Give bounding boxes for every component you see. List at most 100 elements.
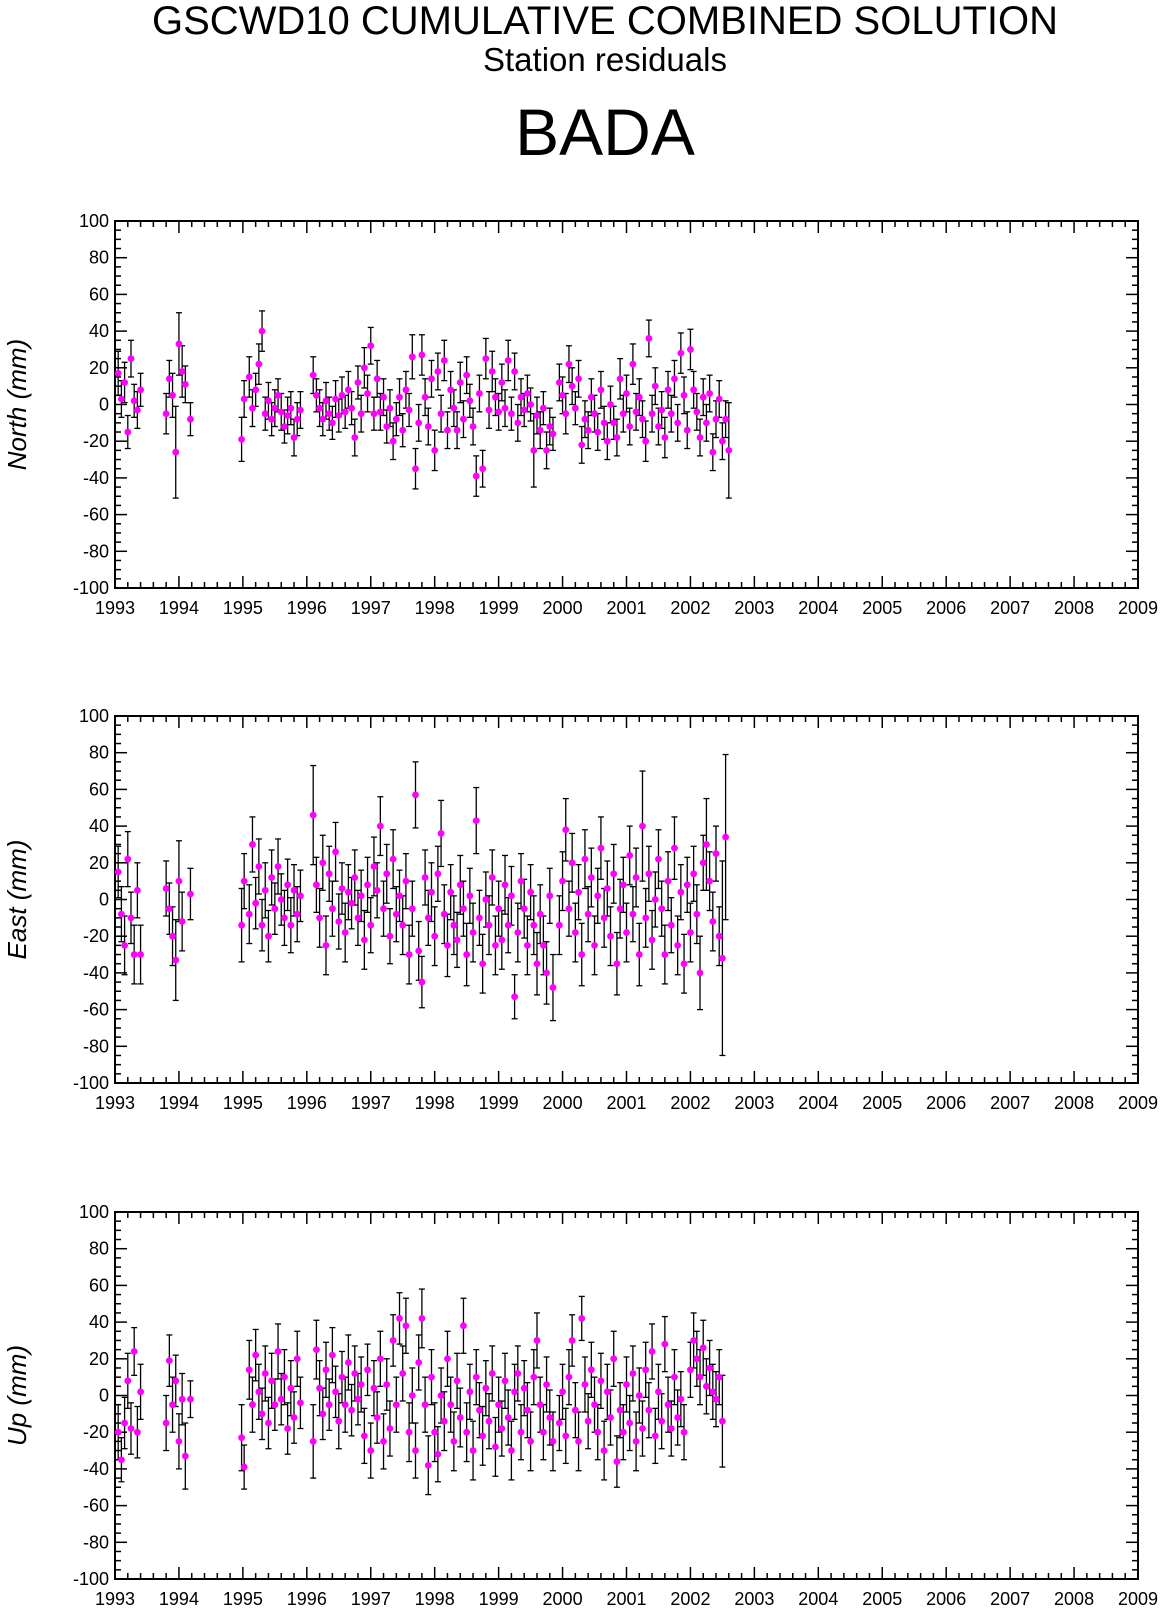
data-point bbox=[249, 1401, 256, 1409]
y-tick-label: -100 bbox=[73, 1569, 109, 1589]
y-tick-label: -20 bbox=[83, 926, 109, 946]
y-tick-label: -40 bbox=[83, 1459, 109, 1479]
data-point bbox=[137, 1388, 144, 1396]
data-point bbox=[712, 415, 720, 423]
data-point bbox=[584, 426, 592, 434]
data-point bbox=[594, 428, 602, 436]
data-point bbox=[639, 415, 646, 423]
x-tick-label: 2009 bbox=[1118, 1093, 1158, 1113]
data-point bbox=[277, 1395, 285, 1403]
data-point bbox=[348, 404, 355, 412]
x-tick-label: 2001 bbox=[606, 1589, 646, 1609]
data-point bbox=[514, 929, 522, 936]
data-point bbox=[482, 896, 490, 903]
data-point bbox=[671, 1373, 678, 1381]
data-point bbox=[338, 885, 346, 892]
data-point bbox=[587, 874, 595, 881]
data-point bbox=[546, 1414, 554, 1421]
x-tick-label: 2009 bbox=[1118, 598, 1158, 618]
data-point bbox=[607, 401, 614, 408]
data-point bbox=[655, 855, 662, 863]
data-point bbox=[238, 921, 245, 929]
data-point bbox=[399, 1370, 407, 1377]
data-point bbox=[514, 419, 522, 427]
data-point bbox=[380, 1437, 387, 1445]
data-point bbox=[284, 881, 292, 889]
y-tick-label: -40 bbox=[83, 468, 109, 488]
data-point bbox=[380, 905, 387, 913]
plot-frame-east bbox=[114, 715, 1139, 1084]
data-point bbox=[555, 921, 563, 929]
data-point bbox=[680, 1428, 688, 1436]
x-tick-label: 2007 bbox=[990, 598, 1030, 618]
data-point bbox=[658, 406, 666, 414]
data-point bbox=[539, 1428, 547, 1436]
data-point bbox=[549, 1437, 557, 1445]
data-point bbox=[632, 408, 640, 416]
y-tick-label: -60 bbox=[83, 505, 109, 525]
data-point bbox=[603, 437, 611, 445]
data-point bbox=[453, 1377, 461, 1385]
data-point bbox=[268, 874, 276, 881]
data-point bbox=[444, 426, 451, 434]
data-point bbox=[415, 1359, 423, 1366]
data-point bbox=[165, 375, 173, 383]
data-point bbox=[508, 1447, 515, 1454]
data-point bbox=[472, 1373, 480, 1381]
data-point bbox=[523, 390, 531, 397]
x-tick-label: 2004 bbox=[798, 1589, 838, 1609]
y-tick-label: 100 bbox=[79, 706, 109, 726]
data-point bbox=[639, 1425, 646, 1432]
x-tick-label: 1993 bbox=[95, 1093, 135, 1113]
data-point bbox=[258, 327, 266, 335]
data-point bbox=[127, 1425, 135, 1432]
data-point bbox=[562, 826, 570, 834]
data-point bbox=[434, 368, 442, 375]
y-tick-label: -100 bbox=[73, 1073, 109, 1093]
data-point bbox=[651, 382, 659, 390]
data-point bbox=[238, 1434, 245, 1442]
data-point bbox=[240, 1463, 248, 1471]
y-tick-label: -20 bbox=[83, 431, 109, 451]
data-point bbox=[469, 929, 477, 936]
x-tick-label: 2009 bbox=[1118, 1589, 1158, 1609]
data-point bbox=[696, 434, 704, 441]
data-point bbox=[485, 406, 493, 414]
data-point bbox=[613, 1458, 621, 1465]
data-point bbox=[431, 1428, 439, 1436]
data-point bbox=[277, 896, 285, 903]
x-tick-label: 1996 bbox=[287, 1093, 327, 1113]
data-point bbox=[408, 905, 416, 913]
data-point bbox=[434, 1450, 442, 1458]
data-point bbox=[335, 1417, 343, 1425]
y-tick-label: 60 bbox=[89, 1275, 109, 1295]
x-tick-label: 1998 bbox=[415, 598, 455, 618]
data-point bbox=[367, 342, 375, 350]
data-point bbox=[632, 1437, 640, 1445]
data-point bbox=[434, 870, 442, 878]
data-point bbox=[319, 415, 327, 423]
x-tick-label: 1997 bbox=[351, 1093, 391, 1113]
data-point bbox=[373, 375, 381, 383]
data-point bbox=[165, 905, 173, 913]
data-point bbox=[466, 1388, 474, 1396]
y-tick-label: 80 bbox=[89, 248, 109, 268]
chart-subtitle: Station residuals bbox=[483, 41, 727, 78]
data-point bbox=[712, 850, 720, 858]
data-point bbox=[498, 379, 506, 386]
data-point bbox=[619, 881, 627, 889]
data-point bbox=[389, 1337, 397, 1344]
data-point bbox=[706, 1364, 714, 1372]
data-point bbox=[600, 1447, 608, 1454]
data-point bbox=[117, 395, 125, 403]
x-tick-label: 2006 bbox=[926, 1589, 966, 1609]
data-point bbox=[386, 404, 394, 412]
data-point bbox=[389, 437, 397, 445]
data-point bbox=[354, 379, 362, 386]
y-tick-label: 100 bbox=[79, 1202, 109, 1222]
data-point bbox=[539, 941, 547, 949]
data-point bbox=[693, 1355, 701, 1363]
data-point bbox=[549, 984, 557, 991]
data-point bbox=[124, 428, 132, 436]
data-point bbox=[376, 408, 384, 416]
